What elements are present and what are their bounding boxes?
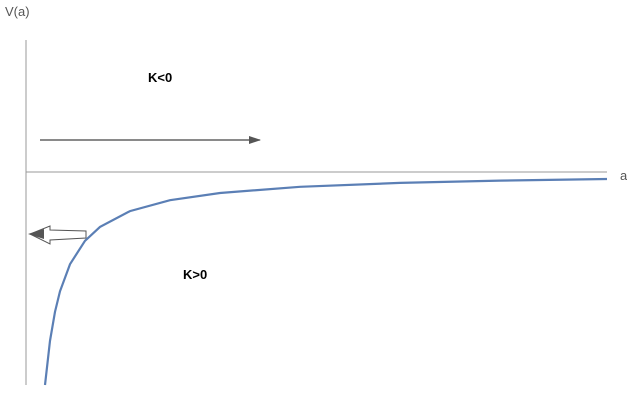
- x-axis-label: a: [620, 168, 627, 183]
- region-label: K>0: [183, 267, 207, 282]
- region-label: K<0: [148, 70, 172, 85]
- potential-curve: [43, 177, 608, 386]
- y-axis-label: V(a): [5, 4, 30, 19]
- arrow-left-head: [28, 229, 44, 239]
